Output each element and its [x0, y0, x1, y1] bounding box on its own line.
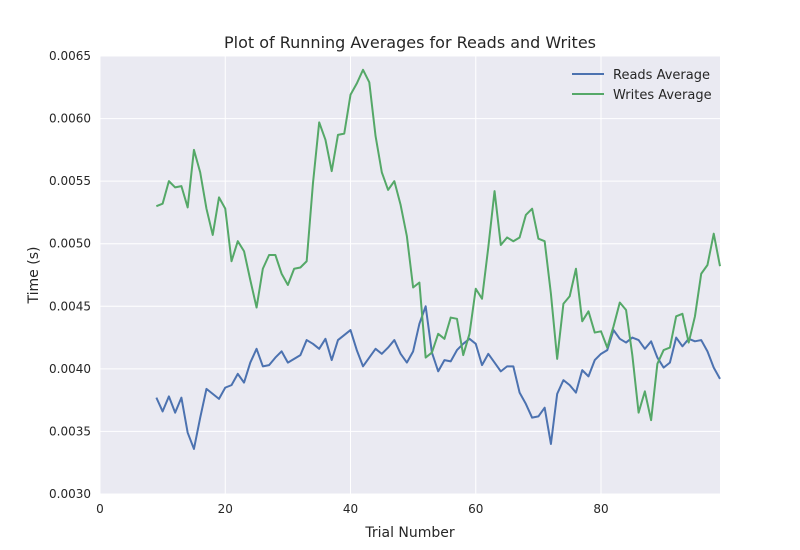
y-tick-label: 0.0055 [49, 174, 91, 188]
y-tick-label: 0.0035 [49, 424, 91, 438]
legend-label-writes: Writes Average [613, 88, 712, 103]
y-tick-label: 0.0040 [49, 362, 91, 376]
x-tick-label: 20 [218, 502, 233, 516]
y-axis-label: Time (s) [26, 247, 42, 305]
x-axis-label: Trial Number [364, 525, 455, 541]
y-tick-labels: 0.0030 0.0035 0.0040 0.0045 0.0050 0.0055 0.00… [49, 49, 91, 501]
y-tick-label: 0.0030 [49, 487, 91, 501]
y-grid-lines [100, 55, 720, 495]
x-grid-lines [99, 56, 602, 494]
y-tick-label: 0.0060 [49, 112, 91, 126]
plot-background [100, 56, 720, 494]
series-lines [155, 68, 721, 450]
series-line-reads-average [155, 305, 721, 450]
y-tick-label: 0.0050 [49, 237, 91, 251]
y-tick-label: 0.0065 [49, 49, 91, 63]
chart-title: Plot of Running Averages for Reads and W… [224, 33, 596, 52]
y-tick-label: 0.0045 [49, 299, 91, 313]
series-line-writes-average [155, 68, 721, 422]
x-tick-labels: 0 20 40 60 80 [96, 502, 608, 516]
x-tick-label: 0 [96, 502, 104, 516]
legend-label-reads: Reads Average [613, 68, 710, 83]
x-tick-label: 60 [468, 502, 483, 516]
legend: Reads Average Writes Average [572, 68, 712, 103]
x-tick-label: 40 [343, 502, 358, 516]
x-tick-label: 80 [593, 502, 608, 516]
